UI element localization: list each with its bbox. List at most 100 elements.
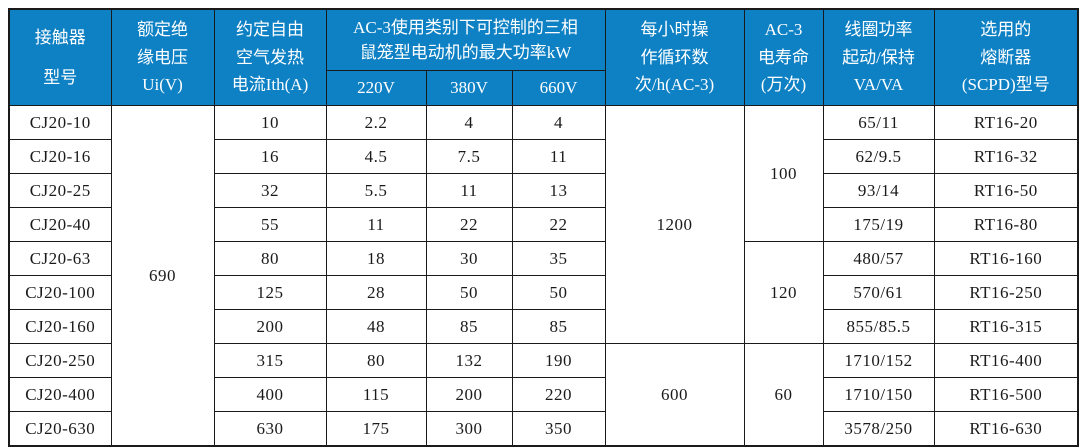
kw-220v-cell: 115 <box>325 377 427 412</box>
ith-cell: 10 <box>213 105 327 140</box>
kw-380v-cell: 4 <box>425 105 513 140</box>
coil-power-cell: 570/61 <box>822 275 935 310</box>
col-header-insulation-voltage: 额定绝 缘电压 Ui(V) <box>110 8 215 106</box>
cycles-cell: 1200 <box>604 105 745 344</box>
kw-380v-cell: 132 <box>425 343 513 378</box>
kw-220v-cell: 18 <box>325 241 427 276</box>
table-row: CJ20-16 16 4.5 7.5 11 62/9.5 RT16-32 <box>8 139 1079 174</box>
table-header: 接触器 型号 额定绝 缘电压 Ui(V) 约定自由 空气发热 电流Ith(A) … <box>8 8 1079 106</box>
col-header-fuse-type: 选用的 熔断器 (SCPD)型号 <box>933 8 1079 106</box>
ith-cell: 16 <box>213 139 327 174</box>
kw-660v-cell: 350 <box>511 411 606 447</box>
kw-220v-cell: 5.5 <box>325 173 427 208</box>
insulation-voltage-cell: 690 <box>110 105 215 447</box>
model-cell: CJ20-100 <box>8 275 112 310</box>
life-cell: 120 <box>743 241 824 344</box>
kw-660v-cell: 50 <box>511 275 606 310</box>
kw-220v-cell: 175 <box>325 411 427 447</box>
fuse-cell: RT16-500 <box>933 377 1079 412</box>
header-row-voltages: 220V 380V 660V <box>9 70 1078 106</box>
kw-220v-cell: 2.2 <box>325 105 427 140</box>
fuse-cell: RT16-32 <box>933 139 1079 174</box>
table-row: CJ20-63 80 18 30 35 120 480/57 RT16-160 <box>8 241 1079 344</box>
kw-380v-cell: 11 <box>425 173 513 208</box>
fuse-cell: RT16-80 <box>933 207 1079 242</box>
model-cell: CJ20-630 <box>8 411 112 447</box>
kw-220v-cell: 28 <box>325 275 427 310</box>
kw-660v-cell: 190 <box>511 343 606 378</box>
table-row: CJ20-250 315 80 132 190 600 60 1710/152 … <box>8 343 1079 447</box>
ith-cell: 200 <box>213 309 327 344</box>
fuse-cell: RT16-20 <box>933 105 1079 140</box>
kw-220v-cell: 11 <box>325 207 427 242</box>
fuse-cell: RT16-50 <box>933 173 1079 208</box>
kw-660v-cell: 220 <box>511 377 606 412</box>
col-header-electrical-life: AC-3 电寿命 (万次) <box>743 8 824 106</box>
kw-660v-cell: 4 <box>511 105 606 140</box>
fuse-cell: RT16-630 <box>933 411 1079 447</box>
contactor-spec-table: 接触器 型号 额定绝 缘电压 Ui(V) 约定自由 空气发热 电流Ith(A) … <box>8 8 1080 447</box>
model-cell: CJ20-25 <box>8 173 112 208</box>
kw-380v-cell: 30 <box>425 241 513 276</box>
life-cell: 60 <box>743 343 824 447</box>
model-cell: CJ20-40 <box>8 207 112 242</box>
model-cell: CJ20-160 <box>8 309 112 344</box>
coil-power-cell: 3578/250 <box>822 411 935 447</box>
ith-cell: 400 <box>213 377 327 412</box>
ith-cell: 315 <box>213 343 327 378</box>
table-row: CJ20-40 55 11 22 22 175/19 RT16-80 <box>8 207 1079 242</box>
fuse-cell: RT16-250 <box>933 275 1079 310</box>
table-row: CJ20-160 200 48 85 85 855/85.5 RT16-315 <box>8 309 1079 344</box>
col-header-operating-cycles: 每小时操 作循环数 次/h(AC-3) <box>604 8 745 106</box>
table-body: CJ20-10 690 10 2.2 4 4 1200 100 65/11 RT… <box>8 105 1079 447</box>
col-header-max-power-kw: AC-3使用类别下可控制的三相 鼠笼型电动机的最大功率kW <box>325 8 606 71</box>
coil-power-cell: 93/14 <box>822 173 935 208</box>
table-row: CJ20-25 32 5.5 11 13 93/14 RT16-50 <box>8 173 1079 208</box>
kw-220v-cell: 48 <box>325 309 427 344</box>
col-header-380v: 380V <box>425 70 513 106</box>
model-cell: CJ20-10 <box>8 105 112 140</box>
col-header-220v: 220V <box>325 70 427 106</box>
table-row: CJ20-400 400 115 200 220 1710/150 RT16-5… <box>8 377 1079 412</box>
kw-380v-cell: 22 <box>425 207 513 242</box>
table-row: CJ20-10 690 10 2.2 4 4 1200 100 65/11 RT… <box>8 105 1079 447</box>
model-cell: CJ20-16 <box>8 139 112 174</box>
ith-cell: 125 <box>213 275 327 310</box>
cycles-cell: 600 <box>604 343 745 447</box>
kw-380v-cell: 200 <box>425 377 513 412</box>
kw-380v-cell: 50 <box>425 275 513 310</box>
coil-power-cell: 1710/150 <box>822 377 935 412</box>
table-row: CJ20-100 125 28 50 50 570/61 RT16-250 <box>8 275 1079 310</box>
kw-220v-cell: 80 <box>325 343 427 378</box>
col-header-thermal-current: 约定自由 空气发热 电流Ith(A) <box>213 8 327 106</box>
life-cell: 100 <box>743 105 824 242</box>
model-cell: CJ20-250 <box>8 343 112 378</box>
fuse-cell: RT16-400 <box>933 343 1079 378</box>
col-header-660v: 660V <box>511 70 606 106</box>
coil-power-cell: 62/9.5 <box>822 139 935 174</box>
kw-380v-cell: 300 <box>425 411 513 447</box>
coil-power-cell: 175/19 <box>822 207 935 242</box>
kw-380v-cell: 7.5 <box>425 139 513 174</box>
ith-cell: 32 <box>213 173 327 208</box>
kw-660v-cell: 11 <box>511 139 606 174</box>
coil-power-cell: 1710/152 <box>822 343 935 378</box>
model-cell: CJ20-400 <box>8 377 112 412</box>
col-header-model: 接触器 型号 <box>8 8 112 106</box>
kw-220v-cell: 4.5 <box>325 139 427 174</box>
fuse-cell: RT16-315 <box>933 309 1079 344</box>
col-header-coil-power: 线圈功率 起动/保持 VA/VA <box>822 8 935 106</box>
header-row-main: 接触器 型号 额定绝 缘电压 Ui(V) 约定自由 空气发热 电流Ith(A) … <box>8 8 1079 106</box>
ith-cell: 55 <box>213 207 327 242</box>
coil-power-cell: 65/11 <box>822 105 935 140</box>
model-cell: CJ20-63 <box>8 241 112 276</box>
fuse-cell: RT16-160 <box>933 241 1079 276</box>
coil-power-cell: 480/57 <box>822 241 935 276</box>
kw-660v-cell: 35 <box>511 241 606 276</box>
ith-cell: 80 <box>213 241 327 276</box>
kw-660v-cell: 13 <box>511 173 606 208</box>
kw-660v-cell: 85 <box>511 309 606 344</box>
ith-cell: 630 <box>213 411 327 447</box>
kw-660v-cell: 22 <box>511 207 606 242</box>
